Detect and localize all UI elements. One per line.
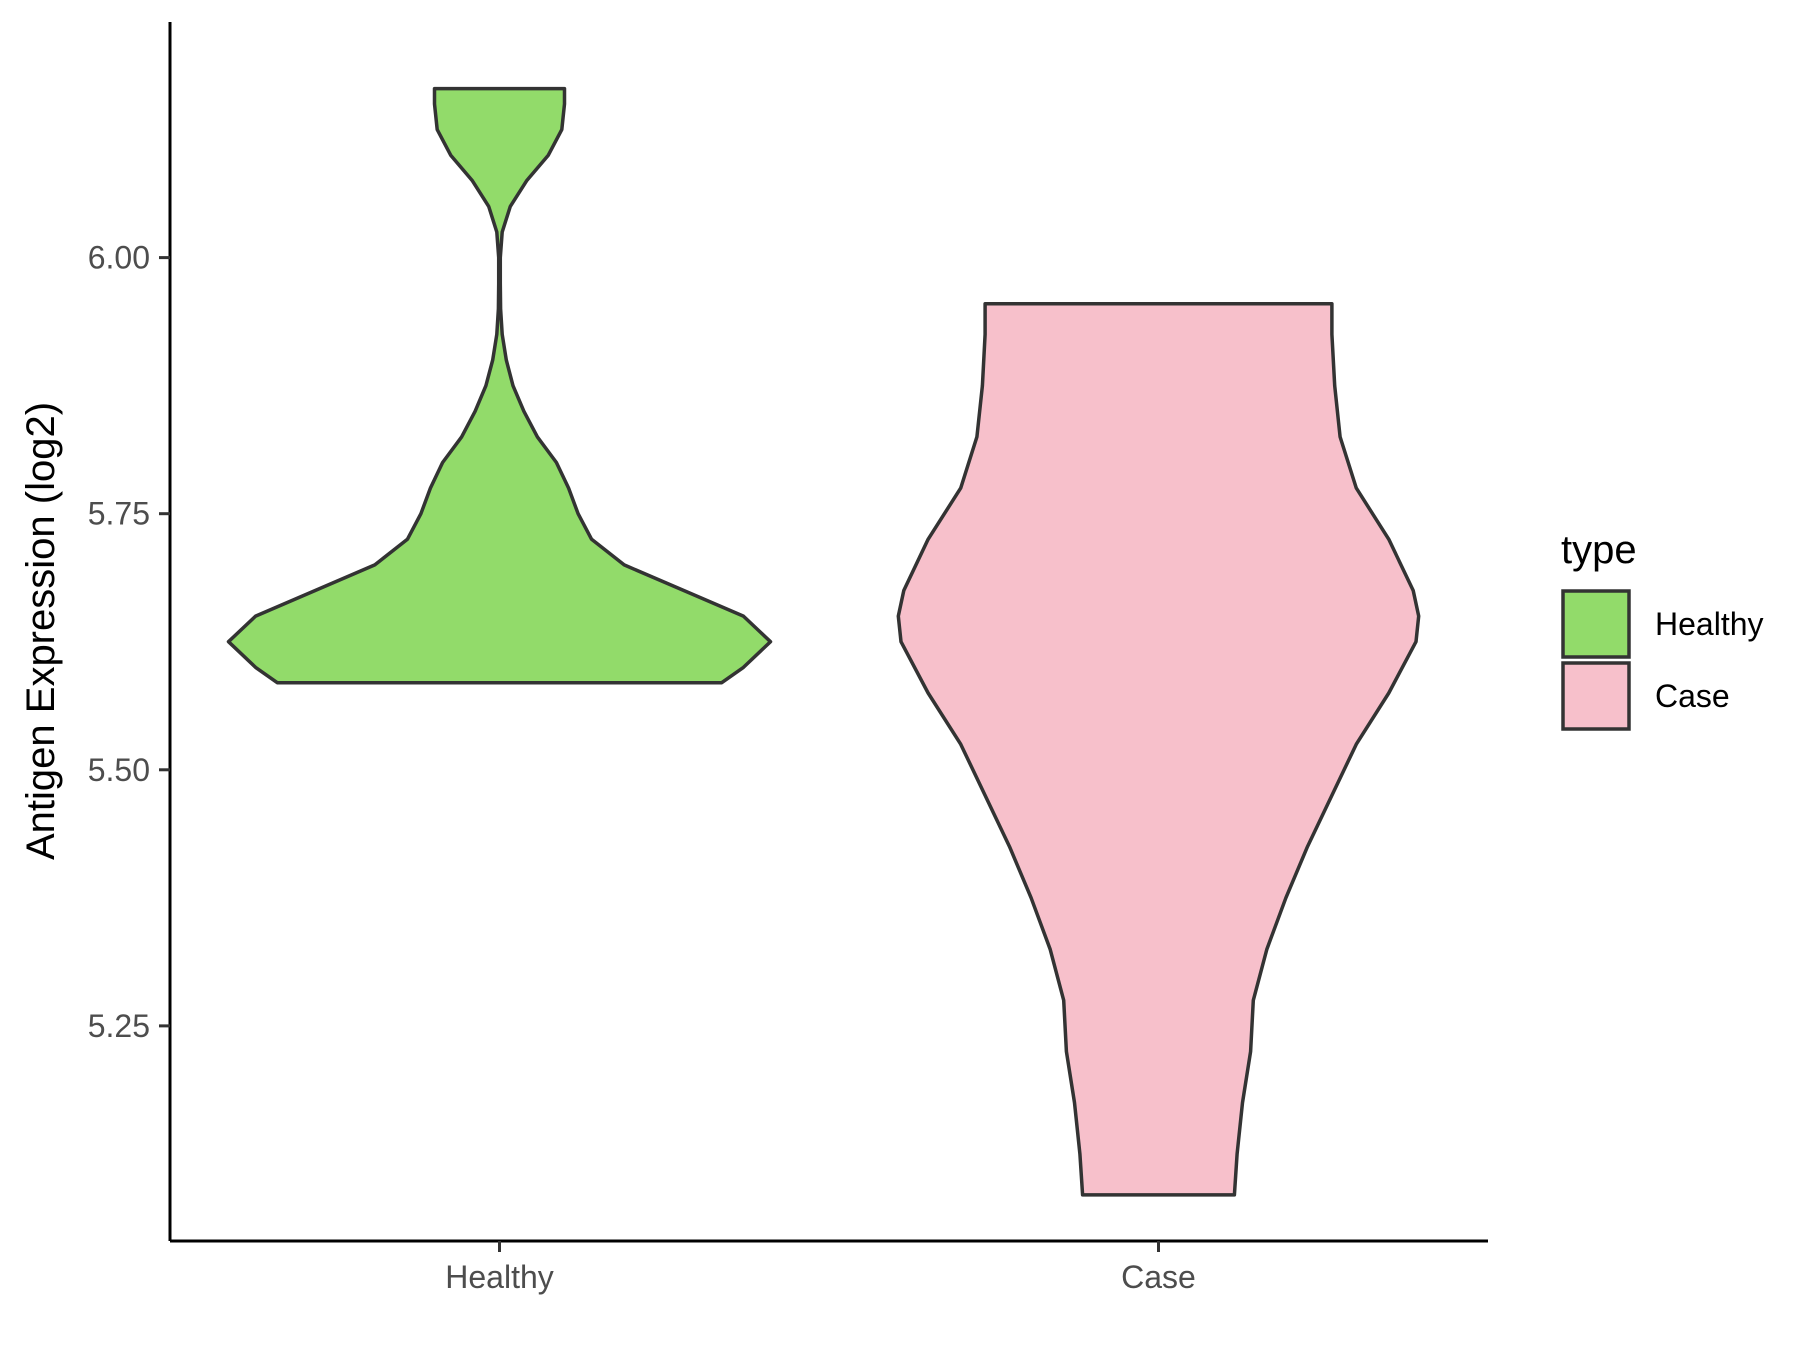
legend-swatch-healthy bbox=[1561, 589, 1631, 659]
violin-healthy bbox=[226, 86, 773, 685]
x-tick-label: Case bbox=[1121, 1259, 1196, 1295]
legend-label-case: Case bbox=[1655, 678, 1730, 714]
y-ticks: 5.25 5.50 5.75 6.00 bbox=[88, 240, 170, 1044]
violin-case bbox=[896, 301, 1421, 1197]
x-ticks: Healthy Case bbox=[445, 1241, 1196, 1295]
legend-title: type bbox=[1561, 528, 1637, 572]
x-tick-label: Healthy bbox=[445, 1259, 554, 1295]
y-tick-label: 5.25 bbox=[88, 1008, 150, 1044]
legend-label-healthy: Healthy bbox=[1655, 606, 1764, 642]
legend-entries: Healthy Case bbox=[1561, 589, 1764, 731]
y-axis-title: Antigen Expression (log2) bbox=[19, 402, 63, 860]
violins bbox=[226, 86, 1421, 1197]
plot-area: 5.25 5.50 5.75 6.00 Healthy Case bbox=[88, 22, 1488, 1295]
legend-swatch-case bbox=[1561, 661, 1631, 731]
y-tick-label: 5.75 bbox=[88, 496, 150, 532]
y-tick-label: 6.00 bbox=[88, 240, 150, 276]
y-tick-label: 5.50 bbox=[88, 752, 150, 788]
legend: type Healthy Case bbox=[1561, 528, 1764, 731]
